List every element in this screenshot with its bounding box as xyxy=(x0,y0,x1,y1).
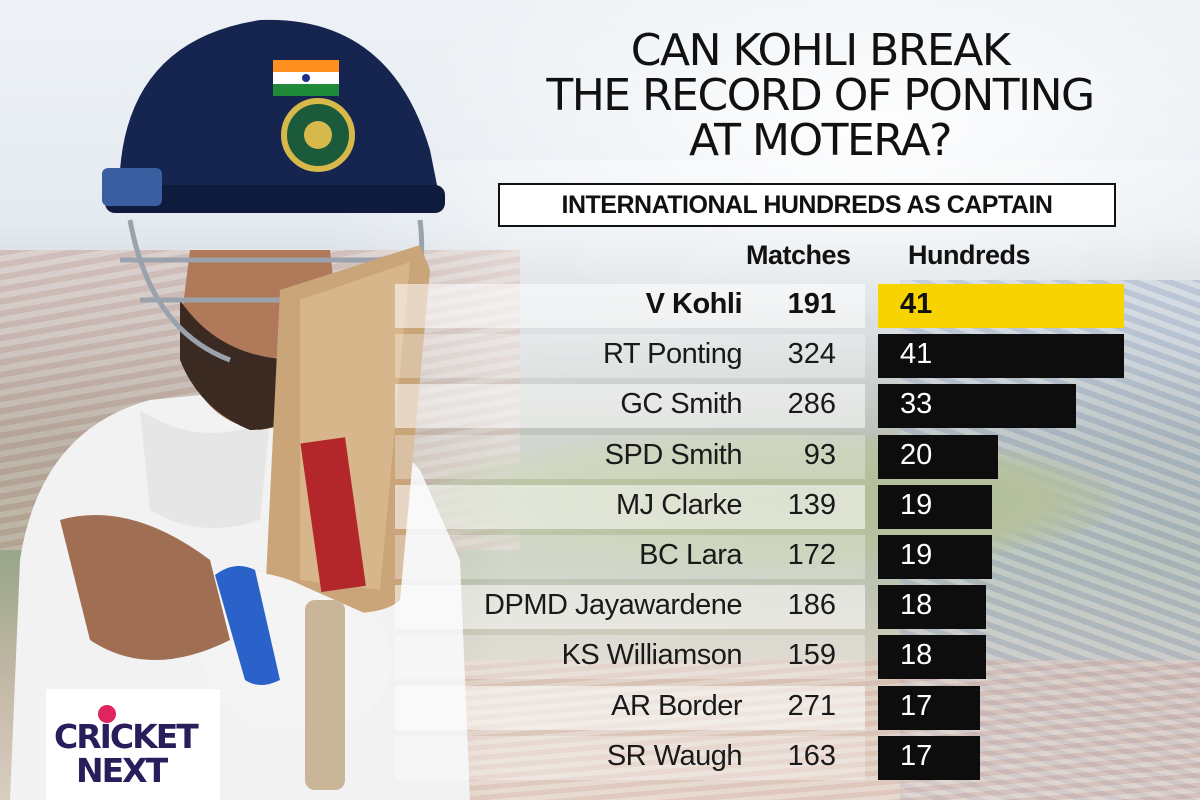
player-name: SPD Smith xyxy=(604,439,743,471)
row-band xyxy=(395,284,865,328)
hundreds-bar xyxy=(878,585,986,629)
cricket-ball-icon xyxy=(98,705,116,723)
hundreds-bar xyxy=(878,435,998,479)
row-band xyxy=(395,435,865,479)
matches-value: 186 xyxy=(787,589,836,621)
hundreds-value: 17 xyxy=(900,690,933,722)
hundreds-bar xyxy=(878,284,1124,328)
row-band xyxy=(395,384,865,428)
stadium-stands-bottom xyxy=(420,660,1200,800)
page-title: CAN KOHLI BREAK THE RECORD OF PONTING AT… xyxy=(546,25,1095,166)
hundreds-value: 19 xyxy=(900,539,933,571)
hundreds-bar xyxy=(878,384,1076,428)
hundreds-value: 33 xyxy=(900,388,933,420)
hundreds-bar xyxy=(878,485,992,529)
player-name: GC Smith xyxy=(620,388,742,420)
table-row: RT Ponting 324 41 xyxy=(0,331,1200,381)
row-band xyxy=(395,585,865,629)
player-name: DPMD Jayawardene xyxy=(484,589,742,621)
matches-value: 324 xyxy=(787,338,836,370)
table-row: GC Smith 286 33 xyxy=(0,381,1200,431)
hundreds-bar xyxy=(878,635,986,679)
table-row: SPD Smith 93 20 xyxy=(0,432,1200,482)
matches-value: 159 xyxy=(787,639,836,671)
subtitle-box: INTERNATIONAL HUNDREDS AS CAPTAIN xyxy=(498,183,1116,227)
hundreds-bar xyxy=(878,736,980,780)
hundreds-bar xyxy=(878,334,1124,378)
hundreds-value: 41 xyxy=(900,288,933,320)
hundreds-value: 20 xyxy=(900,439,933,471)
chart-subtitle: INTERNATIONAL HUNDREDS AS CAPTAIN xyxy=(561,190,1053,219)
logo-text-line2: NEXT xyxy=(76,751,168,790)
matches-value: 286 xyxy=(787,388,836,420)
matches-value: 172 xyxy=(787,539,836,571)
player-name: SR Waugh xyxy=(606,740,743,772)
logo-text-line1: CRICKET xyxy=(54,717,199,756)
table-row: AR Border 271 17 xyxy=(0,683,1200,733)
matches-value: 139 xyxy=(787,489,836,521)
hundreds-bar xyxy=(878,686,980,730)
player-name: AR Border xyxy=(611,690,742,722)
row-band xyxy=(395,635,865,679)
table-row: MJ Clarke 139 19 xyxy=(0,482,1200,532)
matches-value: 271 xyxy=(787,690,836,722)
cricketer-illustration-icon xyxy=(10,19,470,800)
row-band xyxy=(395,334,865,378)
row-band xyxy=(395,736,865,780)
row-band xyxy=(395,686,865,730)
table-row: V Kohli 191 41 xyxy=(0,281,1200,331)
player-name: V Kohli xyxy=(645,288,743,320)
column-header-matches: Matches xyxy=(746,240,851,270)
matches-value: 93 xyxy=(803,439,836,471)
hundreds-value: 19 xyxy=(900,489,933,521)
hundreds-value: 17 xyxy=(900,740,933,772)
table-row: BC Lara 172 19 xyxy=(0,532,1200,582)
player-name: KS Williamson xyxy=(561,639,743,671)
table-row: KS Williamson 159 18 xyxy=(0,632,1200,682)
table-row: SR Waugh 163 17 xyxy=(0,733,1200,783)
player-name: BC Lara xyxy=(639,539,742,571)
matches-value: 163 xyxy=(787,740,836,772)
cricketnext-logo-icon: CRICKET NEXT xyxy=(46,689,220,800)
hundreds-bar xyxy=(878,535,992,579)
player-name: RT Ponting xyxy=(602,338,743,370)
hundreds-value: 18 xyxy=(900,639,933,671)
column-header-hundreds: Hundreds xyxy=(908,240,1031,270)
player-name: MJ Clarke xyxy=(615,489,743,521)
row-band xyxy=(395,535,865,579)
hundreds-value: 18 xyxy=(900,589,933,621)
table-row: DPMD Jayawardene 186 18 xyxy=(0,582,1200,632)
hundreds-value: 41 xyxy=(900,338,933,370)
row-band xyxy=(395,485,865,529)
matches-value: 191 xyxy=(787,288,836,320)
